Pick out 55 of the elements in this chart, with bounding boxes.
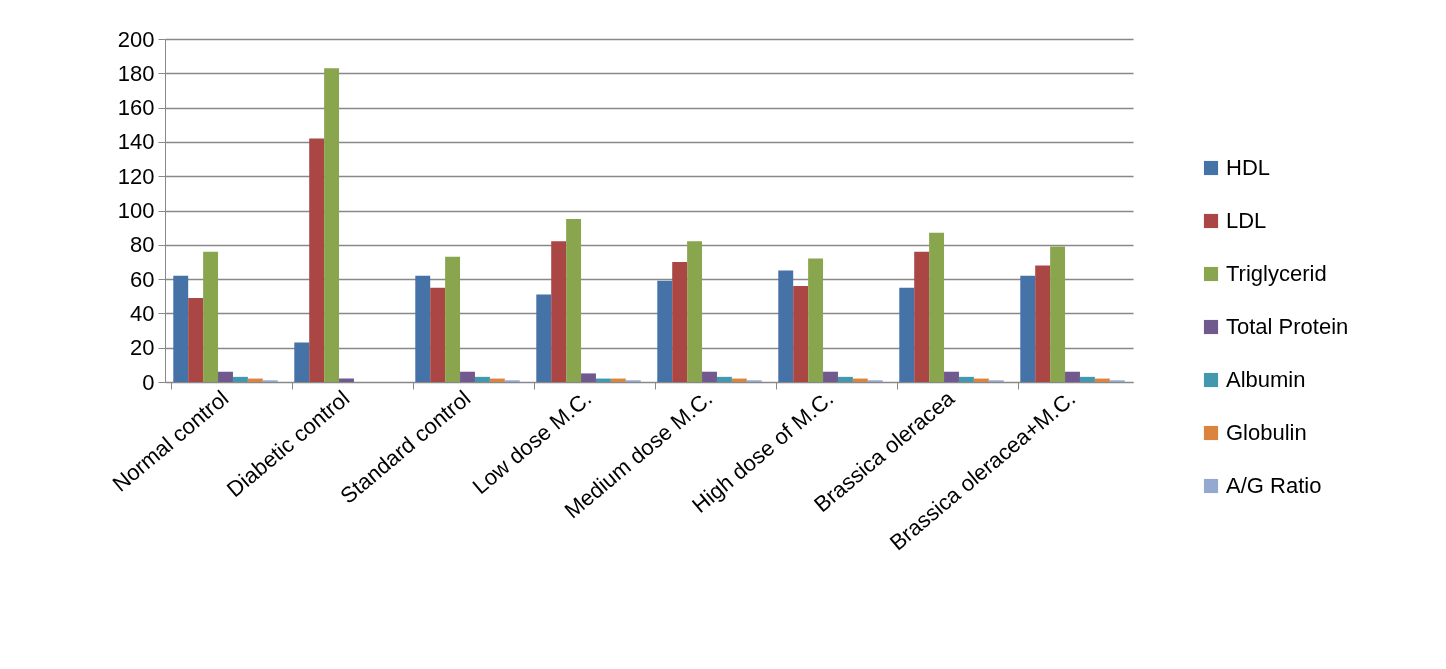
y-tick-label: 80 [130, 232, 155, 258]
bar [203, 251, 219, 382]
bar [536, 294, 552, 382]
bar [474, 376, 490, 382]
y-tick-label: 0 [142, 369, 155, 395]
y-tick-label: 160 [117, 95, 155, 121]
y-tick-label: 140 [117, 129, 155, 155]
y-tick-label: 60 [130, 266, 155, 292]
bar [445, 256, 461, 382]
y-tick-label: 100 [117, 198, 155, 223]
bar [1079, 376, 1095, 382]
bar [808, 258, 824, 382]
bar [566, 219, 582, 382]
bar [944, 371, 959, 382]
bar [702, 371, 717, 382]
bar [778, 270, 794, 382]
y-tick-label: 180 [117, 60, 155, 86]
legend-label: Globulin [1226, 420, 1307, 445]
bar [581, 373, 596, 382]
y-tick-label: 20 [130, 335, 155, 361]
bar [430, 287, 446, 382]
bar [823, 371, 838, 382]
bar [309, 138, 325, 382]
legend-label: A/G Ratio [1226, 473, 1322, 498]
bar [232, 376, 248, 382]
bar [672, 261, 688, 382]
legend-label: Triglycerid [1226, 261, 1327, 286]
bar [929, 232, 945, 382]
bar [1035, 265, 1051, 382]
y-tick-label: 120 [117, 163, 155, 189]
bar [716, 376, 732, 382]
bar [218, 371, 233, 382]
bar [415, 275, 431, 382]
bar [793, 285, 809, 382]
bar [1050, 246, 1066, 382]
bar [324, 68, 340, 382]
bar [1065, 371, 1080, 382]
bar [294, 342, 310, 382]
bar [551, 241, 567, 382]
bar [460, 371, 475, 382]
legend-label: Albumin [1226, 367, 1306, 392]
bar [173, 275, 189, 382]
bar [914, 251, 930, 382]
legend-label: LDL [1226, 208, 1267, 233]
legend-label: HDL [1226, 155, 1271, 180]
bar [837, 376, 853, 382]
bar [899, 287, 915, 382]
legend-label: Total Protein [1226, 314, 1349, 339]
bar [188, 297, 204, 382]
bar [1020, 275, 1036, 382]
y-tick-label: 200 [117, 26, 155, 52]
bar [657, 280, 673, 382]
y-tick-label: 40 [130, 300, 155, 326]
bar [687, 241, 703, 382]
bar [958, 376, 974, 382]
